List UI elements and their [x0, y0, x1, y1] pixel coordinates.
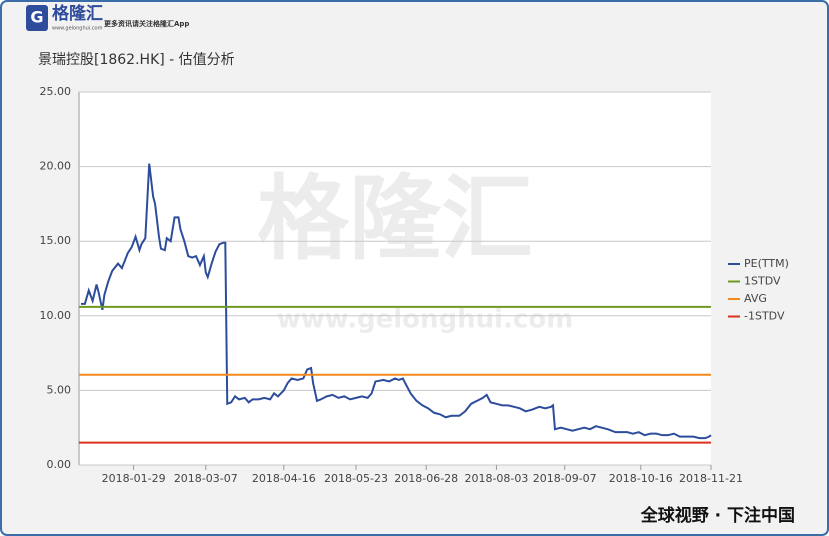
chart-title: 景瑞控股[1862.HK] - 估值分析: [38, 52, 235, 68]
watermark: 格隆汇: [257, 165, 533, 272]
y-tick-label: 20.00: [40, 160, 72, 173]
x-tick-label: 2018-09-07: [533, 472, 597, 485]
legend-label: AVG: [744, 292, 767, 305]
plot-area: [79, 92, 711, 465]
footer: 全球视野 · 下注中国: [640, 505, 795, 526]
y-tick-label: 0.00: [47, 458, 72, 471]
line-series: [80, 163, 712, 440]
x-tick-label: 2018-06-28: [394, 472, 458, 485]
x-tick-label: 2018-04-16: [252, 472, 316, 485]
legend-label: PE(TTM): [744, 257, 789, 270]
x-tick-label: 2018-08-03: [464, 472, 528, 485]
x-tick-label: 2018-03-07: [174, 472, 238, 485]
legend-label: 1STDV: [744, 275, 781, 288]
logo-letter: G: [30, 8, 43, 27]
watermark-site: www.gelonghui.com: [277, 305, 574, 335]
legend-label: -1STDV: [744, 310, 785, 323]
y-tick-label: 25.00: [40, 85, 72, 98]
x-tick-label: 2018-01-29: [102, 472, 166, 485]
logo-site: www.gelonghui.com: [52, 26, 103, 32]
logo-text: 格隆汇: [52, 3, 103, 24]
x-tick-label: 2018-10-16: [609, 472, 673, 485]
x-tick-label: 2018-05-23: [324, 472, 388, 485]
y-tick-label: 5.00: [47, 383, 72, 396]
y-tick-label: 10.00: [40, 309, 72, 322]
logo-tagline: 更多资讯请关注格隆汇App: [104, 19, 189, 28]
y-tick-label: 15.00: [40, 234, 72, 247]
logo-icon: [26, 5, 48, 31]
x-tick-label: 2018-11-21: [679, 472, 743, 485]
